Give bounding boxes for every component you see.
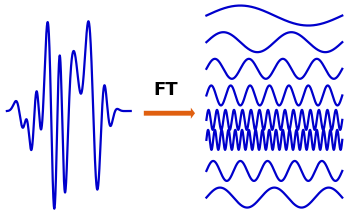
Text: FT: FT [154, 81, 178, 99]
